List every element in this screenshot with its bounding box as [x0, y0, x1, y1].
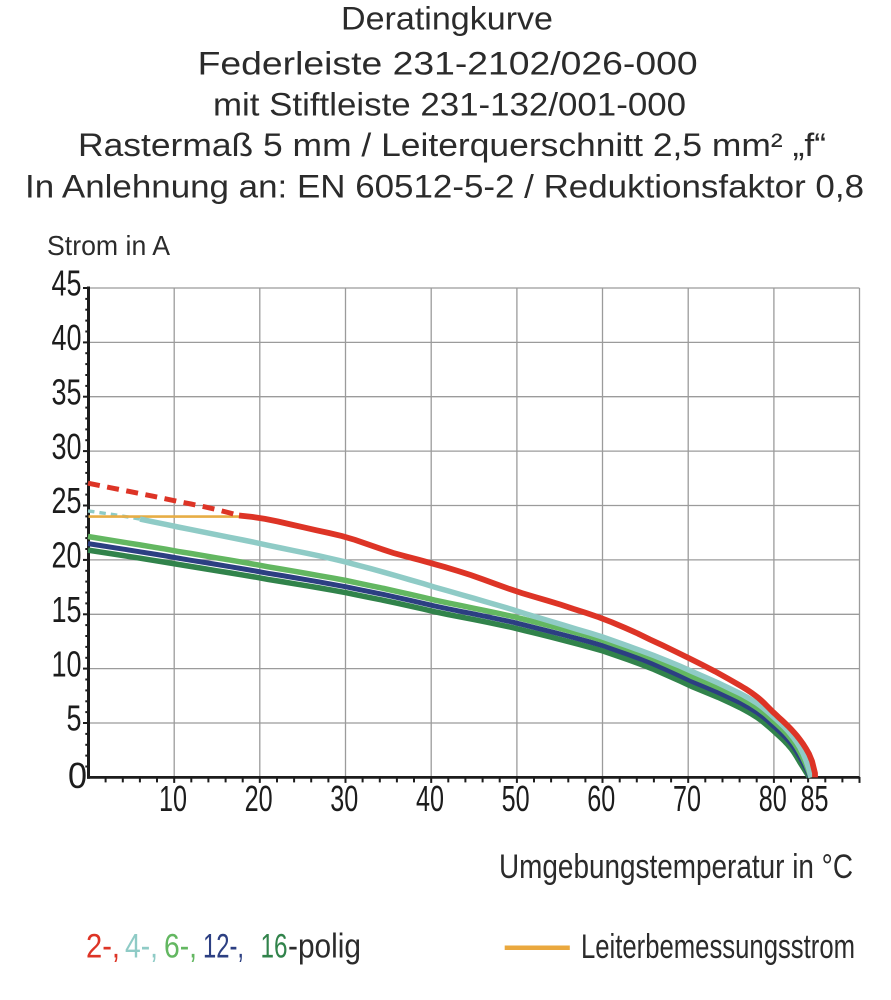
svg-text:70: 70	[673, 778, 701, 819]
svg-text:30: 30	[330, 778, 358, 819]
svg-text:40: 40	[52, 317, 82, 358]
svg-text:20: 20	[52, 535, 82, 576]
svg-text:6-,: 6-,	[164, 928, 197, 966]
svg-text:10: 10	[52, 643, 82, 684]
svg-text:15: 15	[52, 589, 82, 630]
svg-text:5: 5	[67, 698, 82, 739]
svg-text:50: 50	[502, 778, 530, 819]
svg-text:-polig: -polig	[288, 928, 361, 966]
svg-text:25: 25	[52, 480, 82, 521]
svg-text:80: 80	[759, 778, 787, 819]
svg-text:mit Stiftleiste 231-132/001-00: mit Stiftleiste 231-132/001-000	[213, 86, 686, 122]
svg-text:40: 40	[416, 778, 444, 819]
svg-text:Federleiste 231-2102/026-000: Federleiste 231-2102/026-000	[198, 46, 698, 82]
svg-text:45: 45	[52, 263, 82, 304]
svg-text:60: 60	[587, 778, 615, 819]
svg-text:10: 10	[159, 778, 187, 819]
svg-text:2-,: 2-,	[86, 928, 120, 966]
svg-text:Leiterbemessungsstrom: Leiterbemessungsstrom	[581, 928, 855, 966]
svg-text:Umgebungstemperatur in °C: Umgebungstemperatur in °C	[499, 848, 853, 886]
svg-text:30: 30	[52, 426, 82, 467]
svg-text:12-,: 12-,	[203, 928, 244, 966]
svg-text:0: 0	[68, 755, 87, 796]
svg-text:85: 85	[801, 778, 829, 819]
svg-text:Rastermaß 5 mm / Leiterquersch: Rastermaß 5 mm / Leiterquerschnitt 2,5 m…	[78, 127, 826, 163]
svg-text:20: 20	[245, 778, 273, 819]
svg-text:Deratingkurve: Deratingkurve	[341, 1, 553, 37]
svg-text:In Anlehnung an: EN 60512-5-2: In Anlehnung an: EN 60512-5-2 / Reduktio…	[25, 168, 864, 204]
svg-text:4-,: 4-,	[125, 928, 158, 966]
svg-text:35: 35	[52, 371, 82, 412]
svg-text:Strom in A: Strom in A	[47, 230, 170, 261]
svg-text:16: 16	[261, 928, 288, 966]
